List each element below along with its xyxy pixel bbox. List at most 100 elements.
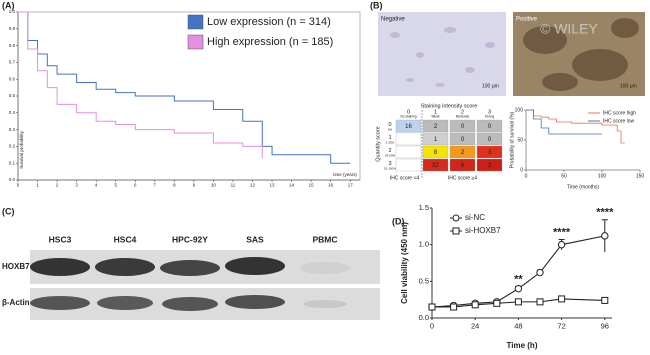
table-cell-value: 1 <box>434 137 438 143</box>
legend-label: IHC score high <box>603 110 636 116</box>
x-tick-label: 14 <box>289 183 295 188</box>
row-score: 0 <box>388 122 391 128</box>
x-tick-label: 6 <box>134 183 137 188</box>
x-tick-label: 2 <box>56 183 59 188</box>
table-cell-value: 2 <box>434 124 438 130</box>
series-line <box>526 109 625 144</box>
x-axis-label: time (years) <box>333 172 357 177</box>
stain-texture <box>523 18 639 91</box>
ihc-label: Negative <box>381 17 405 23</box>
table-row-title: Quantity score <box>375 126 381 161</box>
row-label: HOXB7 <box>2 262 30 271</box>
table-cell-value: 32 <box>432 163 439 169</box>
x-tick-label: 13 <box>270 183 276 188</box>
legend-label: si-HOXB7 <box>465 226 501 235</box>
table-cell <box>476 158 503 172</box>
y-tick-label: 1.0 <box>9 9 16 14</box>
y-tick-label: 0.0 <box>9 177 16 182</box>
table-cell-value: 0 <box>488 137 492 143</box>
column-label: Moderate <box>456 114 470 118</box>
x-tick-label: 96 <box>601 321 609 330</box>
legend-swatch <box>187 34 204 50</box>
scale-bar-label: 100 μm <box>482 83 499 89</box>
row-score: 1 <box>388 135 391 141</box>
row-label: 1-25% <box>386 140 395 144</box>
y-tick-label: 0.1 <box>9 160 16 165</box>
y-tick-label: 0.8 <box>9 43 16 48</box>
x-tick-label: 8 <box>173 183 176 188</box>
table-cell <box>476 132 503 146</box>
panel-label: (C) <box>2 206 15 216</box>
table-cell <box>449 132 476 146</box>
table-cell-value: 0 <box>488 124 492 130</box>
table-cell <box>395 132 422 146</box>
x-tick-label: 7 <box>154 183 157 188</box>
marker <box>601 232 609 240</box>
lane-label: HSC3 <box>49 234 72 244</box>
x-tick-label: 50 <box>561 173 567 179</box>
table-cell <box>422 132 449 146</box>
x-tick-label: 100 <box>598 173 607 179</box>
y-axis-label: Cell viability (450 nm) <box>400 222 409 304</box>
x-tick-label: 5 <box>114 183 117 188</box>
marker <box>514 298 522 306</box>
row-label: 26-50% <box>385 153 396 157</box>
row-label: 0% <box>388 127 393 131</box>
y-axis-label: Probability of survival (%) <box>509 111 515 168</box>
x-tick-label: 17 <box>348 183 354 188</box>
marker <box>428 303 436 311</box>
table-cell <box>449 119 476 133</box>
y-tick-label: 0.5 <box>419 276 429 285</box>
table-cell <box>449 158 476 172</box>
table-title: Staining intensity score <box>421 103 478 109</box>
y-tick-label: 0.7 <box>9 60 16 65</box>
row-label: 51-100% <box>384 166 396 170</box>
lane-label: SAS <box>246 234 264 244</box>
marker <box>536 268 544 277</box>
series-line <box>431 235 605 308</box>
table-cell <box>422 145 449 159</box>
legend-label: si-NC <box>465 213 485 222</box>
table-cell-value: 0 <box>461 124 465 130</box>
x-tick-label: 3 <box>75 183 78 188</box>
y-axis-label: Survival probability <box>19 130 24 169</box>
legend-label: IHC score low <box>603 118 635 124</box>
ihc-negative-image <box>378 12 506 96</box>
x-tick-label: 10 <box>211 183 217 188</box>
x-tick-label: 12 <box>250 183 256 188</box>
row-label: β-Actin <box>2 298 30 307</box>
table-cell-value: 3 <box>488 150 492 156</box>
row-score: 2 <box>388 148 391 154</box>
column-score: 0 <box>407 109 410 115</box>
marker <box>557 240 566 249</box>
x-tick-label: 24 <box>471 321 479 330</box>
y-tick-label: 0.3 <box>9 127 16 132</box>
x-tick-label: 48 <box>514 321 522 330</box>
column-label: Strong <box>485 114 495 118</box>
x-tick-label: 0 <box>17 183 20 188</box>
panel-label: (B) <box>370 0 383 10</box>
column-score: 2 <box>461 109 464 115</box>
y-tick-label: 0.5 <box>9 93 16 98</box>
marker <box>601 296 609 304</box>
ihc-label: Positive <box>516 17 538 23</box>
x-tick-label: 15 <box>309 183 315 188</box>
panel-label: (A) <box>2 0 15 10</box>
y-tick-label: 0.0 <box>419 313 429 322</box>
column-label: Weak <box>431 114 439 118</box>
table-cell-value: 6 <box>461 163 465 169</box>
y-tick-label: 1.5 <box>419 203 429 212</box>
marker <box>450 303 458 311</box>
legend-marker <box>452 227 460 235</box>
y-tick-label: 0.4 <box>9 110 16 115</box>
table-cell-value: 0 <box>461 137 465 143</box>
y-tick-label: 50 <box>517 137 523 143</box>
series-line <box>18 11 263 159</box>
x-tick-label: 11 <box>231 183 236 188</box>
marker <box>514 284 523 293</box>
series-line <box>526 109 602 135</box>
lane-label: HSC4 <box>114 234 137 244</box>
y-tick-label: 0.6 <box>9 76 16 81</box>
table-footer: IHC score ≥4 <box>448 175 477 181</box>
annotation: **** <box>553 226 571 238</box>
